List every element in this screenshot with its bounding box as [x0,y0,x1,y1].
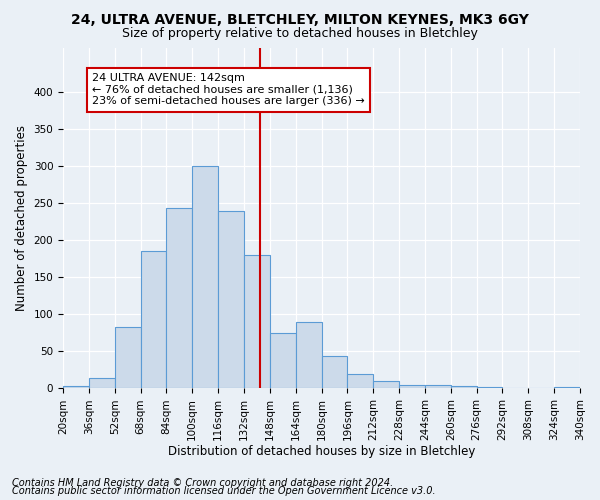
Bar [347,374,373,388]
Bar [296,322,322,388]
Bar [218,210,244,388]
Bar [140,250,166,388]
Bar [63,386,89,388]
Bar [270,333,296,388]
Bar [373,381,399,388]
Bar [322,356,347,388]
Y-axis label: Number of detached properties: Number of detached properties [15,125,28,311]
Bar [115,327,140,388]
Text: 24, ULTRA AVENUE, BLETCHLEY, MILTON KEYNES, MK3 6GY: 24, ULTRA AVENUE, BLETCHLEY, MILTON KEYN… [71,12,529,26]
Bar [192,166,218,388]
Text: Contains public sector information licensed under the Open Government Licence v3: Contains public sector information licen… [12,486,436,496]
Bar [244,255,270,388]
Bar [399,385,425,388]
X-axis label: Distribution of detached houses by size in Bletchley: Distribution of detached houses by size … [168,444,475,458]
Bar [425,385,451,388]
Text: 24 ULTRA AVENUE: 142sqm
← 76% of detached houses are smaller (1,136)
23% of semi: 24 ULTRA AVENUE: 142sqm ← 76% of detache… [92,73,365,106]
Text: Size of property relative to detached houses in Bletchley: Size of property relative to detached ho… [122,28,478,40]
Bar [476,387,502,388]
Text: Contains HM Land Registry data © Crown copyright and database right 2024.: Contains HM Land Registry data © Crown c… [12,478,393,488]
Bar [554,387,580,388]
Bar [451,386,476,388]
Bar [89,378,115,388]
Bar [166,208,192,388]
